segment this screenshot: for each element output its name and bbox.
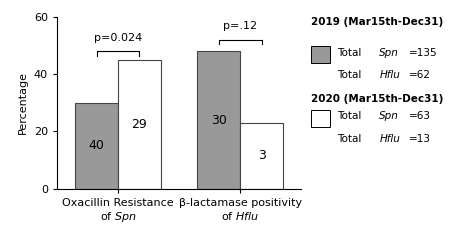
Text: 40: 40 (89, 139, 105, 152)
Text: =63: =63 (410, 111, 431, 121)
Text: 2020 (Mar15th-Dec31): 2020 (Mar15th-Dec31) (311, 94, 444, 104)
Bar (198, 51, 240, 189)
Text: =13: =13 (410, 134, 431, 144)
Text: 2019 (Mar15th-Dec31): 2019 (Mar15th-Dec31) (311, 17, 444, 27)
Y-axis label: Percentage: Percentage (18, 71, 28, 134)
Text: Total: Total (337, 70, 365, 80)
Text: p=0.024: p=0.024 (94, 33, 142, 43)
Text: p=.12: p=.12 (223, 21, 257, 31)
Bar (118, 60, 161, 189)
Text: Spn: Spn (379, 111, 399, 121)
Text: Spn: Spn (379, 48, 399, 58)
Text: Hflu: Hflu (379, 134, 400, 144)
Bar (75, 103, 118, 189)
Text: Total: Total (337, 111, 365, 121)
Text: Total: Total (337, 48, 365, 58)
Text: 30: 30 (211, 113, 227, 127)
Bar (311, 46, 330, 63)
Text: Total: Total (337, 134, 365, 144)
Bar (240, 123, 283, 189)
Bar (311, 110, 330, 127)
Text: =135: =135 (410, 48, 438, 58)
Text: Hflu: Hflu (379, 70, 400, 80)
Text: 3: 3 (258, 149, 265, 162)
Text: =62: =62 (410, 70, 431, 80)
Text: 29: 29 (132, 118, 147, 131)
